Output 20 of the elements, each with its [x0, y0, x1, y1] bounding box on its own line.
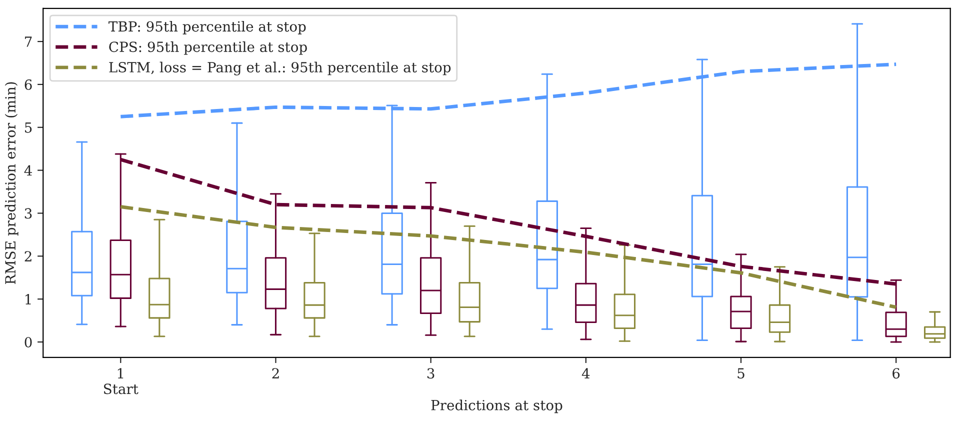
y-axis-title: RMSE prediction error (min): [4, 82, 18, 284]
x-axis-title: Predictions at stop: [431, 400, 562, 414]
y-tick-label: 0: [24, 336, 32, 348]
x-tick-label: 3: [427, 368, 434, 379]
x-tick-label: 5: [738, 368, 744, 379]
line-series: [118, 205, 898, 309]
x-tick-label: 4: [582, 368, 590, 378]
x-tick-label: 6: [892, 368, 900, 379]
y-tick-label: 2: [24, 251, 32, 262]
y-tick-label: 6: [24, 79, 32, 90]
y-tick-label: 3: [24, 208, 32, 219]
y-tick-label: 5: [25, 122, 32, 133]
legend-label: TBP: 95th percentile at stop: [108, 20, 306, 34]
y-tick-label: 7: [25, 36, 32, 47]
legend-label: CPS: 95th percentile at stop: [109, 41, 307, 55]
y-tick-label: 4: [24, 165, 32, 176]
x-tick-label: 2: [272, 368, 279, 378]
y-tick-label: 1: [26, 294, 31, 304]
legend-label: LSTM, loss = Pang et al.: 95th percentile at stop: [109, 62, 451, 76]
x-tick-label: 1 Start: [104, 368, 138, 394]
